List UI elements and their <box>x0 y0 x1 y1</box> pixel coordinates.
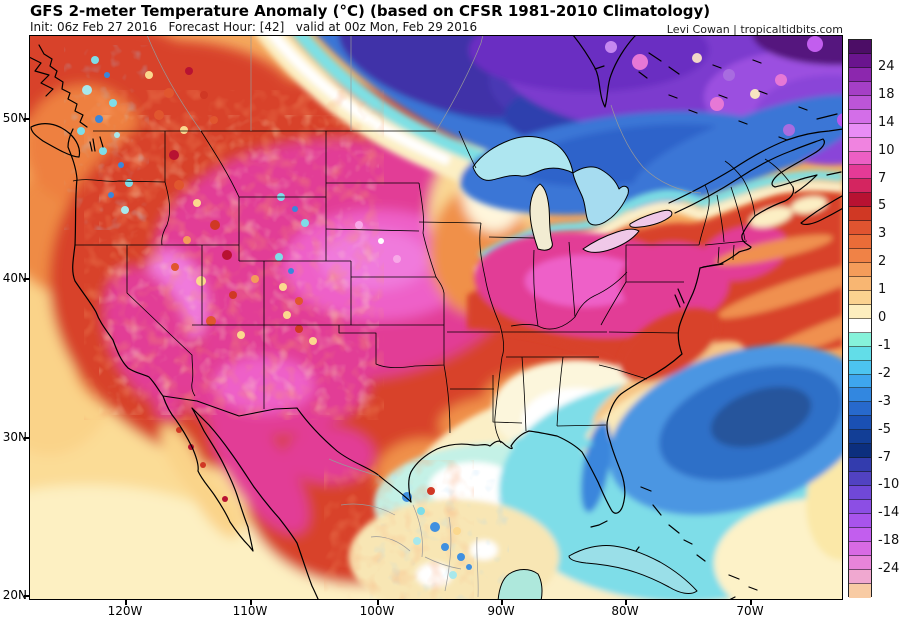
colorbar-cell <box>849 95 871 110</box>
colorbar-cell <box>849 40 871 54</box>
colorbar-tick-label: -5 <box>878 421 891 437</box>
lon-tick-mark <box>501 600 503 605</box>
lon-tick-mark <box>125 600 127 605</box>
lat-tick-mark <box>24 278 29 280</box>
map-frame <box>29 35 843 600</box>
lat-tick-label: 50N <box>2 111 27 125</box>
colorbar-cell <box>849 513 871 528</box>
colorbar-tick-label: 24 <box>878 58 895 74</box>
colorbar-cell <box>849 179 871 194</box>
colorbar-cell <box>849 151 871 166</box>
islands <box>497 545 698 600</box>
colorbar-cell <box>849 276 871 291</box>
colorbar-tick-label: -18 <box>878 533 900 549</box>
colorbar-tick-label: -7 <box>878 449 891 465</box>
great-lakes <box>472 136 673 253</box>
colorbar-cell <box>849 81 871 96</box>
colorbar-tick-label: 5 <box>878 198 887 214</box>
colorbar-cell <box>849 207 871 222</box>
credit-text: Levi Cowan | tropicaltidbits.com <box>666 23 843 36</box>
lat-tick-mark <box>24 595 29 597</box>
colorbar-cell <box>849 235 871 250</box>
colorbar-tick-label: 3 <box>878 226 887 242</box>
colorbar-tick-label: 1 <box>878 282 887 298</box>
colorbar-cell <box>849 430 871 445</box>
colorbar-cell <box>849 569 871 584</box>
colorbar-tick-label: 7 <box>878 170 887 186</box>
lon-tick-label: 120W <box>107 604 143 618</box>
colorbar-cell <box>849 165 871 180</box>
colorbar-cell <box>849 123 871 138</box>
colorbar-cell <box>849 263 871 277</box>
state-borders <box>72 130 794 503</box>
colorbar-cell <box>849 527 871 542</box>
lon-tick-mark <box>750 600 752 605</box>
east-warm-region <box>467 191 843 381</box>
colorbar-tick-label: 14 <box>878 114 895 130</box>
lon-tick-label: 80W <box>611 604 639 618</box>
lat-tick-label: 30N <box>2 430 27 444</box>
lon-tick-label: 100W <box>359 604 395 618</box>
lon-tick-label: 70W <box>736 604 764 618</box>
colorbar-cell <box>849 304 871 319</box>
colorbar <box>848 39 872 598</box>
colorbar-cell <box>849 388 871 403</box>
colorbar-cell <box>849 458 871 473</box>
colorbar-cell <box>849 318 871 333</box>
colorbar-cell <box>849 444 871 459</box>
colorbar-cell <box>849 472 871 486</box>
lat-tick-mark <box>24 118 29 120</box>
colorbar-cell <box>849 416 871 431</box>
colorbar-tick-label: 2 <box>878 254 887 270</box>
colorbar-tick-label: -24 <box>878 561 900 577</box>
colorbar-cell <box>849 541 871 556</box>
colorbar-cell <box>849 249 871 263</box>
lon-tick-mark <box>377 600 379 605</box>
colorbar-cell <box>849 332 871 347</box>
lat-tick-mark <box>24 437 29 439</box>
colorbar-tick-label: -1 <box>878 337 891 353</box>
coastlines <box>29 35 843 600</box>
colorbar-tick-label: -2 <box>878 365 891 381</box>
colorbar-cell <box>849 374 871 389</box>
lon-tick-label: 110W <box>232 604 268 618</box>
colorbar-cell <box>849 193 871 208</box>
chart-title: GFS 2-meter Temperature Anomaly (°C) (ba… <box>30 2 711 20</box>
colorbar-tick-label: -10 <box>878 477 900 493</box>
map-area <box>29 35 843 600</box>
temperature-anomaly-map <box>29 35 843 600</box>
anomaly-speckles <box>77 36 843 579</box>
province-borders <box>146 35 702 598</box>
colorbar-tick-label: -14 <box>878 505 900 521</box>
colorbar-cell <box>849 555 871 570</box>
lon-tick-mark <box>625 600 627 605</box>
colorbar-cell <box>849 137 871 152</box>
colorbar-cell <box>849 499 871 514</box>
colorbar-cell <box>849 221 871 236</box>
chart-subtitle: Init: 06z Feb 27 2016 Forecast Hour: [42… <box>30 20 478 34</box>
terrain-noise-texture <box>64 45 509 600</box>
colorbar-cell <box>849 346 871 361</box>
colorbar-cell <box>849 402 871 417</box>
colorbar-cell <box>849 53 871 68</box>
lat-tick-label: 20N <box>2 588 27 602</box>
colorbar-tick-label: 0 <box>878 310 887 325</box>
colorbar-tick-label: 18 <box>878 86 895 102</box>
colorbar-tick-label: 10 <box>878 142 895 158</box>
colorbar-cell <box>849 486 871 500</box>
lon-tick-mark <box>250 600 252 605</box>
colorbar-tick-label: -3 <box>878 393 891 409</box>
lat-tick-label: 40N <box>2 271 27 285</box>
colorbar-cell <box>849 67 871 82</box>
colorbar-cell <box>849 583 871 598</box>
colorbar-cell <box>849 109 871 124</box>
colorbar-cell <box>849 290 871 305</box>
lon-tick-label: 90W <box>487 604 515 618</box>
cold-anomaly-region <box>255 35 843 278</box>
colorbar-cell <box>849 360 871 375</box>
